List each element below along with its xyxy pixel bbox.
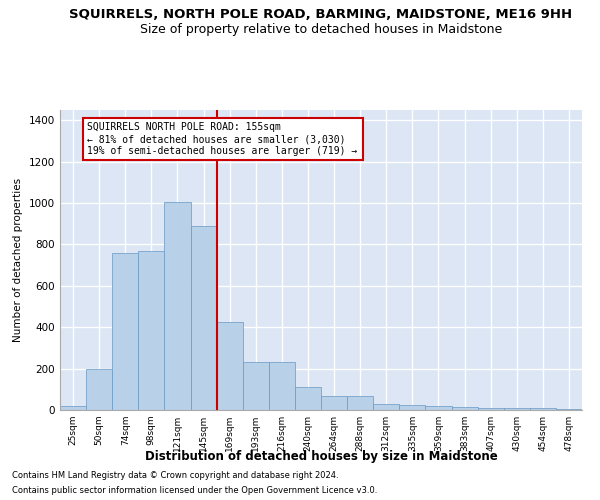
Bar: [217, 322, 243, 410]
Bar: [400, 405, 425, 410]
Bar: [425, 406, 452, 410]
Text: Size of property relative to detached houses in Maidstone: Size of property relative to detached ho…: [140, 22, 502, 36]
Bar: [112, 253, 139, 410]
Bar: [321, 396, 347, 410]
Bar: [530, 408, 556, 410]
Bar: [478, 408, 504, 410]
Bar: [347, 396, 373, 410]
Bar: [60, 406, 86, 410]
Text: SQUIRRELS, NORTH POLE ROAD, BARMING, MAIDSTONE, ME16 9HH: SQUIRRELS, NORTH POLE ROAD, BARMING, MAI…: [70, 8, 572, 20]
Bar: [269, 362, 295, 410]
Bar: [139, 250, 164, 410]
Y-axis label: Number of detached properties: Number of detached properties: [13, 178, 23, 342]
Text: SQUIRRELS NORTH POLE ROAD: 155sqm
← 81% of detached houses are smaller (3,030)
1: SQUIRRELS NORTH POLE ROAD: 155sqm ← 81% …: [88, 122, 358, 156]
Bar: [191, 226, 217, 410]
Text: Distribution of detached houses by size in Maidstone: Distribution of detached houses by size …: [145, 450, 497, 463]
Text: Contains HM Land Registry data © Crown copyright and database right 2024.: Contains HM Land Registry data © Crown c…: [12, 471, 338, 480]
Text: Contains public sector information licensed under the Open Government Licence v3: Contains public sector information licen…: [12, 486, 377, 495]
Bar: [164, 202, 191, 410]
Bar: [556, 409, 582, 410]
Bar: [295, 387, 321, 410]
Bar: [373, 404, 400, 410]
Bar: [86, 368, 112, 410]
Bar: [452, 407, 478, 410]
Bar: [504, 408, 530, 410]
Bar: [242, 362, 269, 410]
